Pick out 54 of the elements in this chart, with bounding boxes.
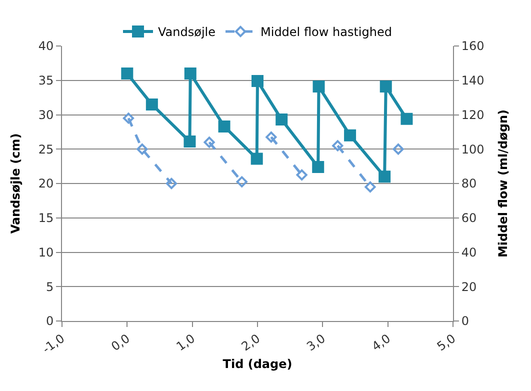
y2-tick-label: 140 xyxy=(461,74,484,88)
legend-label: Middel flow hastighed xyxy=(260,25,392,40)
point xyxy=(166,178,178,190)
x-tick-label: -1,0 xyxy=(40,331,68,356)
y2-tick-label: 0 xyxy=(461,314,470,328)
x-axis-title: Tid (dage) xyxy=(222,357,292,372)
y-tick-label: 0 xyxy=(46,314,54,328)
y2-tick-label: 120 xyxy=(461,108,484,122)
y-tick-label: 10 xyxy=(38,245,54,260)
y2-tick-label: 100 xyxy=(461,142,484,156)
point xyxy=(121,68,134,80)
legend-label: Vandsøjle xyxy=(158,25,216,40)
point xyxy=(146,98,158,110)
point xyxy=(400,112,413,125)
y-tick-label: 30 xyxy=(38,108,54,122)
point xyxy=(136,144,148,155)
y2-tick-label: 40 xyxy=(461,245,477,260)
y-tick-label: 40 xyxy=(38,39,54,54)
x-tick-label: 4,0 xyxy=(369,331,393,354)
point xyxy=(364,181,376,192)
y2-tick-label: 160 xyxy=(461,39,484,54)
y2-tick-label: 80 xyxy=(461,176,477,191)
point xyxy=(344,129,356,142)
point xyxy=(312,161,324,173)
x-tick-label: 1,0 xyxy=(174,331,198,354)
point xyxy=(392,144,404,155)
point xyxy=(266,132,277,143)
y2-tick-label: 60 xyxy=(461,211,477,226)
point xyxy=(218,120,230,132)
point xyxy=(184,68,196,80)
x-tick-label: 0,0 xyxy=(108,331,132,354)
y-tick-label: 15 xyxy=(38,211,54,226)
y-tick-label: 5 xyxy=(46,280,54,294)
y-tick-label: 25 xyxy=(38,142,54,156)
point xyxy=(252,75,264,88)
point xyxy=(236,176,248,188)
x-tick-label: 5,0 xyxy=(434,331,458,354)
point xyxy=(250,152,263,165)
point xyxy=(332,140,344,152)
x-tick-label: 3,0 xyxy=(304,331,328,354)
point xyxy=(378,170,391,183)
y2-tick-label: 20 xyxy=(461,280,477,294)
y-tick-label: 35 xyxy=(38,74,54,88)
y-tick-label: 20 xyxy=(38,176,54,191)
point xyxy=(380,80,392,93)
point xyxy=(122,112,134,124)
point xyxy=(276,114,288,126)
x-tick-label: 2,0 xyxy=(238,331,263,354)
point xyxy=(312,80,325,93)
y-axis-title: Vandsøjle (cm) xyxy=(8,133,23,234)
point xyxy=(296,169,308,180)
point xyxy=(184,136,196,148)
point xyxy=(204,136,215,148)
y2-axis-title: Middel flow (ml/døgn) xyxy=(496,109,510,258)
